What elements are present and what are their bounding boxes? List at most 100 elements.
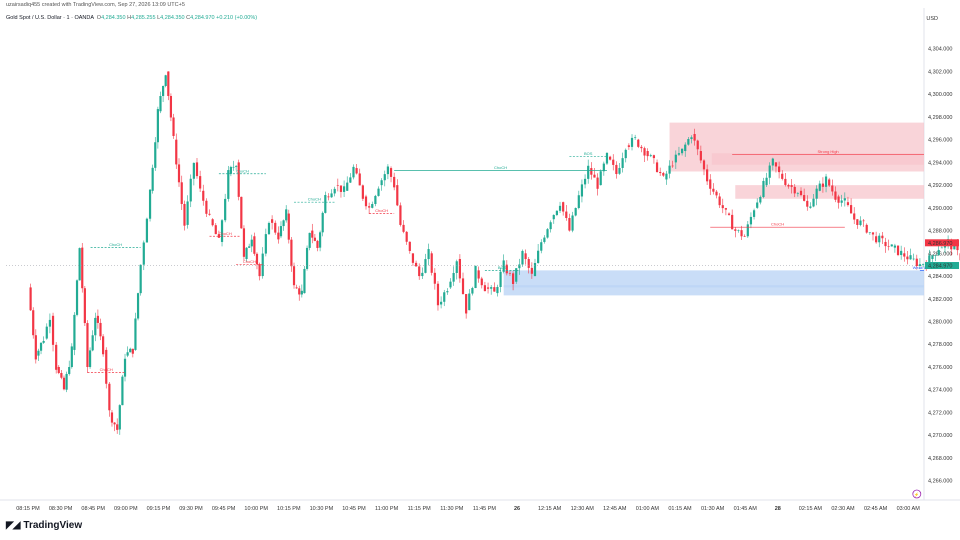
candle-body xyxy=(558,205,562,211)
candle-body xyxy=(237,162,240,197)
candle-body xyxy=(524,253,527,260)
candle-body xyxy=(172,117,175,136)
candle-body xyxy=(477,270,480,279)
candle-body xyxy=(677,153,681,155)
candle-body xyxy=(102,336,105,355)
lightning-icon-glyph: ⚡ xyxy=(914,492,919,497)
candle-body xyxy=(618,167,621,174)
candle-body xyxy=(568,218,571,231)
structure-label: ChoCH xyxy=(236,168,249,173)
candle-body xyxy=(602,163,605,172)
candle-body xyxy=(928,255,931,266)
x-tick-label: 02:45 AM xyxy=(864,506,888,512)
candle-body xyxy=(803,195,806,201)
candle-body xyxy=(285,209,288,221)
demand-zone xyxy=(503,285,924,296)
candle-body xyxy=(696,140,699,150)
candle-body xyxy=(752,210,756,217)
candle-body xyxy=(37,350,40,356)
candle-body xyxy=(99,322,102,337)
candle-body xyxy=(490,287,493,289)
candle-body xyxy=(934,255,937,256)
candle-body xyxy=(471,288,474,294)
x-tick-label: 09:30 PM xyxy=(179,506,203,512)
y-tick-label: 4,278.000 xyxy=(928,342,952,348)
price-label-box xyxy=(925,239,959,247)
candle-body xyxy=(659,171,662,174)
candle-body xyxy=(123,358,127,377)
candle-body xyxy=(621,158,624,168)
candle-body xyxy=(646,151,649,157)
footer-brand[interactable]: ◤◢ TradingView xyxy=(6,520,82,531)
candle-body xyxy=(250,239,253,247)
candle-body xyxy=(75,280,79,315)
x-tick-label: 10:45 PM xyxy=(342,506,366,512)
open-label: O xyxy=(96,15,102,21)
candle-body xyxy=(159,96,162,112)
candle-body xyxy=(765,177,768,186)
candle-body xyxy=(612,159,615,165)
open-value: 4,284.350 xyxy=(101,15,126,21)
candle-body xyxy=(627,145,630,147)
candle-body xyxy=(502,260,505,272)
candle-body xyxy=(583,178,587,185)
candle-body xyxy=(199,176,202,189)
candle-body xyxy=(856,219,859,225)
symbol-legend[interactable]: Gold Spot / U.S. Dollar · 1 · OANDA O4,2… xyxy=(6,15,257,21)
candle-body xyxy=(183,203,186,226)
candle-body xyxy=(824,176,828,187)
candle-body xyxy=(311,230,314,238)
y-tick-label: 4,288.000 xyxy=(928,229,952,235)
x-tick-label: 12:30 AM xyxy=(571,506,595,512)
currency-label[interactable]: USD xyxy=(926,16,938,22)
candle-body xyxy=(680,148,684,154)
x-tick-label: 26 xyxy=(514,506,520,512)
candle-body xyxy=(630,137,634,147)
candle-body xyxy=(145,218,149,243)
candle-body xyxy=(505,264,508,274)
candle-body xyxy=(169,95,173,118)
candle-body xyxy=(483,285,487,292)
candle-body xyxy=(540,242,543,251)
structure-label: ChoCH xyxy=(100,367,113,372)
x-tick-label: 01:15 AM xyxy=(668,506,692,512)
candle-body xyxy=(113,422,116,425)
close-value: 4,284.970 xyxy=(190,15,215,21)
candle-body xyxy=(177,164,181,183)
candle-body xyxy=(411,253,415,263)
candle-body xyxy=(674,154,677,163)
candle-body xyxy=(790,185,793,187)
candle-body xyxy=(953,245,956,250)
tradingview-logo-icon: ◤◢ xyxy=(6,520,20,531)
candle-body xyxy=(715,191,718,196)
candle-body xyxy=(480,278,483,286)
candle-body xyxy=(290,239,293,267)
candle-body xyxy=(740,230,743,237)
candle-body xyxy=(706,169,709,182)
x-tick-label: 08:30 PM xyxy=(49,506,73,512)
candle-body xyxy=(859,220,862,225)
candle-body xyxy=(815,188,818,199)
candle-body xyxy=(743,236,746,237)
candle-body xyxy=(458,259,461,279)
candle-body xyxy=(134,318,137,350)
y-tick-label: 4,294.000 xyxy=(928,160,952,166)
candle-body xyxy=(364,196,368,207)
candle-body xyxy=(846,202,850,206)
candle-body xyxy=(352,166,355,178)
candle-body xyxy=(774,162,778,167)
candle-body xyxy=(186,201,189,225)
candle-body xyxy=(321,212,324,233)
candle-body xyxy=(55,344,58,370)
candle-body xyxy=(68,367,71,374)
candle-body xyxy=(474,265,477,289)
candle-body xyxy=(565,211,568,219)
candle-body xyxy=(812,198,815,207)
candle-body xyxy=(806,200,809,207)
candle-body xyxy=(151,167,154,191)
candle-body xyxy=(195,162,199,177)
candle-body xyxy=(202,190,205,201)
candle-body xyxy=(784,178,787,185)
candle-body xyxy=(533,262,537,277)
